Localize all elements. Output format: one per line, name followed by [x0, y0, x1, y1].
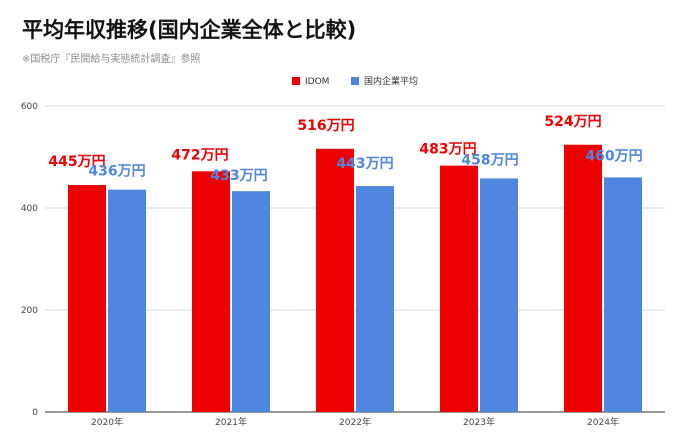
y-tick-label: 400 — [21, 204, 38, 214]
legend-label-0: IDOM — [305, 77, 329, 87]
data-label: 516万円 — [297, 118, 354, 134]
bar — [192, 171, 230, 412]
data-label: 443万円 — [336, 156, 393, 172]
y-tick-label: 200 — [21, 306, 38, 316]
bar — [316, 148, 354, 412]
data-label: 433万円 — [210, 168, 267, 184]
x-tick-label: 2021年 — [215, 416, 247, 428]
legend-swatch-0 — [292, 77, 300, 85]
x-tick-label: 2024年 — [587, 416, 619, 428]
bar — [356, 186, 394, 412]
data-label: 436万円 — [88, 164, 145, 180]
data-label: 524万円 — [544, 114, 601, 130]
data-label: 460万円 — [585, 148, 642, 164]
data-label: 458万円 — [461, 152, 518, 168]
legend-swatch-1 — [351, 77, 359, 85]
x-tick-label: 2022年 — [339, 416, 371, 428]
bar — [68, 185, 106, 412]
data-label: 472万円 — [171, 147, 228, 163]
bar — [480, 178, 518, 412]
data-label: 483万円 — [419, 142, 476, 158]
data-label: 445万円 — [48, 154, 105, 170]
x-tick-label: 2023年 — [463, 416, 495, 428]
bar — [232, 191, 270, 412]
y-tick-label: 0 — [32, 408, 38, 418]
chart-subtitle: ※国税庁『民間給与実態統計調査』参照 — [22, 54, 201, 65]
bar — [108, 189, 146, 412]
legend-label-1: 国内企業平均 — [364, 75, 418, 87]
y-tick-label: 600 — [21, 102, 38, 112]
x-tick-label: 2020年 — [91, 416, 123, 428]
bar — [564, 144, 602, 412]
bar — [604, 177, 642, 412]
chart-title: 平均年収推移(国内企業全体と比較) — [22, 18, 357, 42]
bar — [440, 165, 478, 412]
